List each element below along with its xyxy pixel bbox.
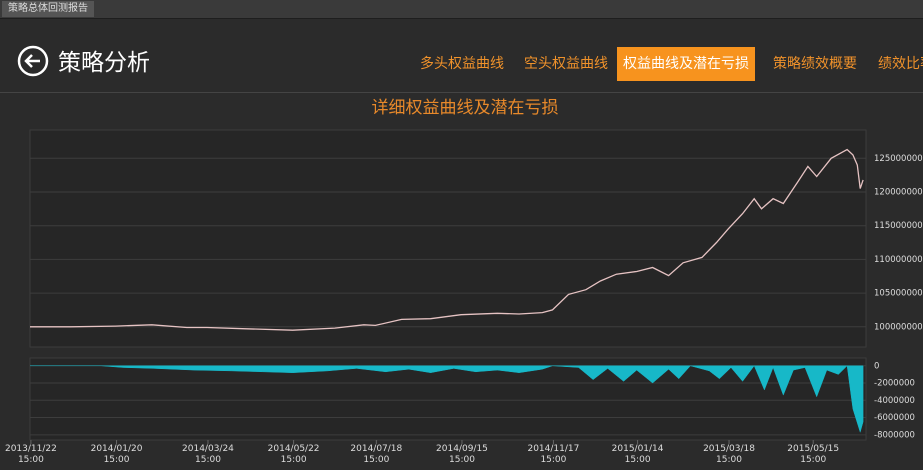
nav-tab[interactable]: 权益曲线及潜在亏损 [617, 47, 755, 81]
x-tick-label: 2014/11/17 15:00 [527, 444, 580, 465]
y-tick-label: -4000000 [874, 396, 915, 406]
x-tick-label: 2015/03/18 15:00 [703, 444, 755, 465]
x-tick-label: 2014/07/18 15:00 [350, 444, 403, 465]
x-tick-label: 2014/01/20 15:00 [90, 444, 143, 465]
y-tick-label: -8000000 [874, 430, 915, 440]
nav-tab[interactable]: 策略绩效概要 [773, 56, 857, 72]
page-title: 策略分析 [58, 50, 150, 76]
y-tick-label: 115000000 [874, 221, 923, 231]
y-tick-label: 0 [874, 361, 879, 371]
nav-tab[interactable]: 多头权益曲线 [420, 56, 504, 72]
y-tick-label: 105000000 [874, 289, 923, 299]
drawdown-area [29, 365, 864, 434]
x-tick-label: 2015/05/15 15:00 [787, 444, 840, 465]
chart: 详细权益曲线及潜在亏损 100000000 105000000 110000000 1… [29, 98, 923, 444]
y-tick-label: -6000000 [874, 413, 915, 423]
nav-tab[interactable]: 绩效比率 [878, 56, 923, 72]
window-tab[interactable]: 策略总体回测报告 [2, 1, 94, 17]
equity-line [30, 148, 864, 331]
x-tick-label: 2013/11/22 15:00 [4, 444, 57, 465]
x-tick-label: 2015/01/14 15:00 [611, 444, 664, 465]
x-tick-label: 2014/09/15 15:00 [436, 444, 488, 465]
window-tab-bar: 策略总体回测报告 [0, 0, 923, 19]
x-tick-label: 2014/03/24 15:00 [182, 444, 234, 465]
nav-tab[interactable]: 空头权益曲线 [524, 56, 608, 72]
x-tick-label: 2014/05/22 15:00 [267, 444, 320, 465]
y-tick-label: 100000000 [874, 322, 923, 332]
back-button[interactable] [13, 41, 53, 81]
y-tick-label: 120000000 [874, 188, 923, 198]
plot-area [29, 129, 867, 348]
y-tick-label: 125000000 [874, 154, 923, 164]
y-tick-label: 110000000 [874, 255, 923, 265]
y-tick-label: -2000000 [874, 379, 915, 389]
chart-title: 详细权益曲线及潜在亏损 [372, 98, 559, 118]
